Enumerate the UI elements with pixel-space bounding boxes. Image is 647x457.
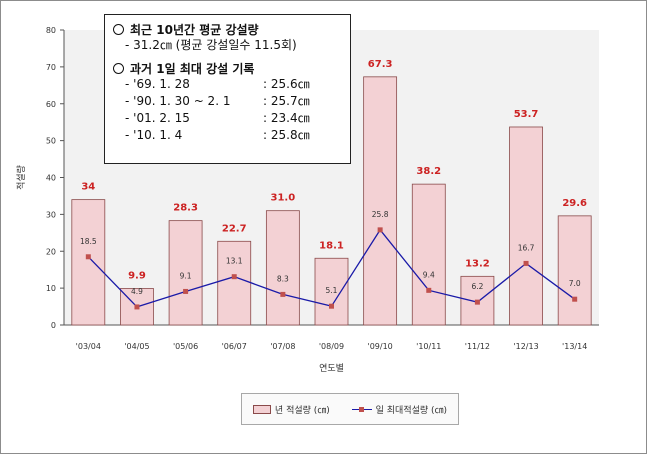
bar-value-label: 9.9 [128,270,146,281]
y-tick-label: 0 [51,321,56,330]
bar [557,215,592,326]
x-tick-label: '04/05 [124,342,149,351]
bar-value-label: 28.3 [173,203,198,214]
x-tick-label: '07/08 [270,342,295,351]
x-tick-label: '13/14 [562,342,587,351]
line-point [523,260,529,266]
bar-value-label: 53.7 [514,109,539,120]
line-value-label: 6.2 [471,282,483,291]
record-value: : 25.7㎝ [263,94,310,108]
record-date: - '90. 1. 30 ~ 2. 1 [125,94,231,108]
circle-bullet-icon [113,62,124,74]
bar [71,199,106,326]
y-tick-label: 50 [46,137,56,146]
note-section1-title: 최근 10년간 평균 강설량 [130,22,259,37]
x-tick-label: '05/06 [173,342,198,351]
x-tick-label: '11/12 [465,342,490,351]
note-record-row: - '10. 1. 4 : 25.8㎝ [113,127,350,144]
note-section2-title: 과거 1일 최대 강설 기록 [130,61,255,76]
summary-note-box: 최근 10년간 평균 강설량 - 31.2㎝ (평균 강설일수 11.5회) 과… [104,14,351,164]
line-value-label: 7.0 [569,279,581,288]
bar-value-label: 13.2 [465,258,490,269]
note-record-row: - '90. 1. 30 ~ 2. 1 : 25.7㎝ [113,93,350,110]
bar-value-label: 34 [81,182,95,193]
circle-bullet-icon [113,23,124,35]
legend-label-daily-max: 일 최대적설량 (㎝) [375,405,448,416]
y-tick-label: 70 [46,63,56,72]
bar [217,240,252,326]
line-marker-swatch-icon [351,406,372,413]
bar-value-label: 18.1 [319,240,344,251]
line-point [474,299,480,305]
line-value-label: 4.9 [131,287,143,296]
bar-value-label: 38.2 [416,166,441,177]
line-point [183,288,189,294]
y-tick-label: 40 [46,174,56,183]
legend-item-daily-max: 일 최대적설량 (㎝) [351,403,448,416]
x-tick-label: '12/13 [513,342,538,351]
x-tick-label: '10/11 [416,342,441,351]
bar [363,76,398,326]
note-record-row: - '01. 2. 15 : 23.4㎝ [113,110,350,127]
record-value: : 23.4㎝ [263,111,310,125]
line-value-label: 16.7 [518,243,535,252]
legend-label-annual: 년 적설량 (㎝) [274,405,330,416]
record-value: : 25.6㎝ [263,77,310,91]
x-axis-title: 연도별 [319,363,344,374]
line-point [329,303,334,309]
bar [314,257,349,326]
line-value-label: 9.1 [180,271,192,280]
bar [411,183,446,326]
y-tick-label: 30 [46,210,56,219]
note-section-average: 최근 10년간 평균 강설량 [113,21,350,37]
record-date: - '69. 1. 28 [125,77,190,91]
note-record-row: - '69. 1. 28 : 25.6㎝ [113,76,350,93]
legend-item-annual: 년 적설량 (㎝) [252,403,330,416]
line-value-label: 25.8 [372,210,389,219]
line-value-label: 5.1 [326,286,338,295]
bar-swatch-icon [252,404,271,414]
line-point [134,304,140,310]
y-tick-label: 10 [46,284,56,293]
bar [168,220,203,326]
line-value-label: 8.3 [277,274,289,283]
note-average-line: - 31.2㎝ (평균 강설일수 11.5회) [125,38,297,52]
x-tick-label: '03/04 [76,342,101,351]
x-tick-label: '06/07 [222,342,247,351]
line-point [280,291,286,297]
line-point [377,227,383,233]
line-value-label: 13.1 [226,257,243,266]
line-point [231,274,237,280]
line-value-label: 18.5 [80,237,97,246]
bar [265,210,300,326]
bar-value-label: 67.3 [368,59,393,70]
y-axis-title: 적설량 [15,165,27,190]
line-point [426,287,432,293]
bar-value-label: 22.7 [222,223,247,234]
record-date: - '01. 2. 15 [125,111,190,125]
record-date: - '10. 1. 4 [125,128,183,142]
y-tick-label: 20 [46,247,56,256]
x-tick-label: '08/09 [319,342,344,351]
bar-value-label: 31.0 [271,193,296,204]
line-point [85,254,91,260]
line-value-label: 9.4 [423,270,435,279]
chart-legend: 년 적설량 (㎝) 일 최대적설량 (㎝) [241,393,459,425]
record-value: : 25.8㎝ [263,128,310,142]
y-tick-label: 60 [46,100,56,109]
x-tick-label: '09/10 [368,342,393,351]
line-point [572,296,578,302]
note-section-records: 과거 1일 최대 강설 기록 [113,60,350,76]
bar [509,126,543,326]
bar-value-label: 29.6 [562,198,587,209]
y-tick-label: 80 [46,26,56,35]
